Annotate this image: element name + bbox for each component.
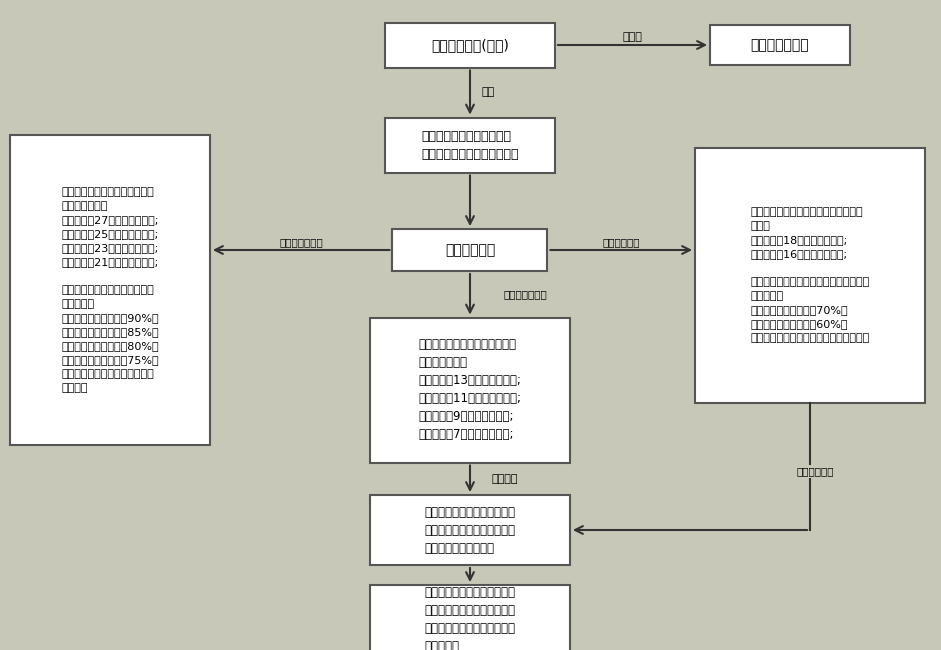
Bar	[695, 148, 925, 402]
Text: 员工主动离职: 员工主动离职	[796, 466, 834, 476]
Text: 符合: 符合	[482, 88, 495, 97]
Bar	[370, 585, 570, 650]
Text: 不符合: 不符合	[623, 32, 643, 42]
Text: 劳动能力鉴定: 劳动能力鉴定	[445, 243, 495, 257]
Bar	[10, 135, 210, 445]
Bar	[392, 229, 548, 271]
Bar	[710, 25, 850, 65]
Text: 一次性工伤医疗补助金（地方
确定标准，工伤基金支付，单
位申请，离职时支付）: 一次性工伤医疗补助金（地方 确定标准，工伤基金支付，单 位申请，离职时支付）	[424, 506, 516, 554]
Bar	[370, 495, 570, 565]
Text: 工伤治疗费用报销（工伤基
金），全额工资支付（单位）: 工伤治疗费用报销（工伤基 金），全额工资支付（单位）	[422, 129, 518, 161]
Text: 医保支付、请假: 医保支付、请假	[751, 38, 809, 52]
Text: 一次性伤残就业补助金（地方
确定标准，员工离职时单位支
付，北京与一次性工伤医疗补
助金相同）: 一次性伤残就业补助金（地方 确定标准，员工离职时单位支 付，北京与一次性工伤医疗…	[424, 586, 516, 650]
Text: 七级至十级伤残: 七级至十级伤残	[503, 289, 547, 299]
Bar	[385, 23, 555, 68]
Text: 工伤申报认定(单位): 工伤申报认定(单位)	[431, 38, 509, 52]
Bar	[385, 118, 555, 172]
Text: 一次性伤残补助金标准（工伤保险基支
付）：
五级伤残为18个月的本人工资;
六级伤残为16个月的本人工资;

难以安排工作的，每月支付伤残津贴（单
位支付）：
: 一次性伤残补助金标准（工伤保险基支 付）： 五级伤残为18个月的本人工资; 六级…	[750, 207, 869, 343]
Text: 一级至四级伤残: 一级至四级伤残	[279, 237, 323, 247]
Text: 一次性伤残补助金标准（工伤保
险基金支付）：
七级伤残为13个月的本人工资;
八级伤残为11个月的本人工资;
九级伤残为9个月的本人工资;
十级伤残为7个月的本: 一次性伤残补助金标准（工伤保 险基金支付）： 七级伤残为13个月的本人工资; 八…	[419, 339, 521, 441]
Bar	[370, 317, 570, 463]
Text: 一次性伤残补助金标准（工伤保
险基金支付）：
一级伤残为27个月的本人工资;
二级伤残为25个月的本人工资;
三级伤残为23个月的本人工资;
四级伤残为21个月: 一次性伤残补助金标准（工伤保 险基金支付）： 一级伤残为27个月的本人工资; 二…	[61, 187, 159, 393]
Text: 五级六级伤残: 五级六级伤残	[602, 237, 640, 247]
Text: 员工离职: 员工离职	[492, 474, 518, 484]
